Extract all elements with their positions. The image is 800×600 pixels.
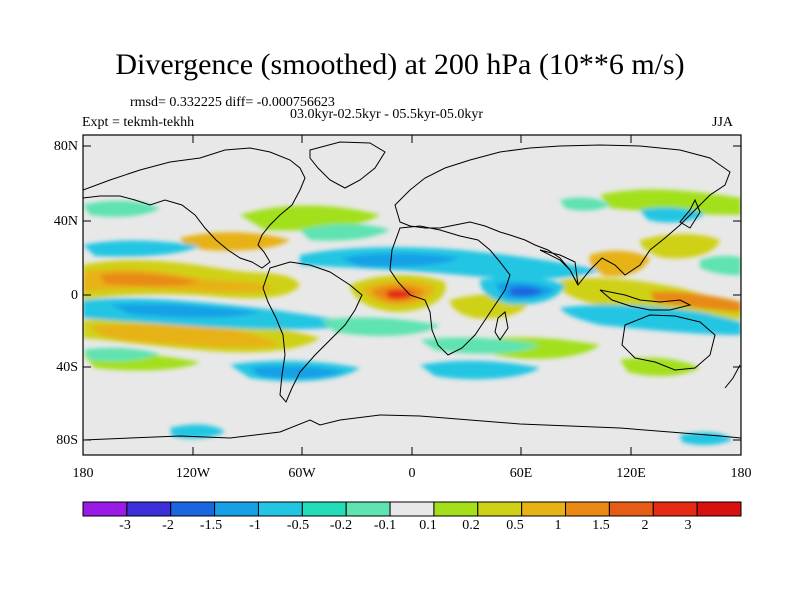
- divergence-field-patch: [560, 304, 741, 335]
- divergence-field-patch: [420, 360, 540, 380]
- lon-label-180e: 180: [730, 466, 752, 481]
- colorbar-label: -1.5: [199, 518, 223, 533]
- colorbar-label: 1: [554, 518, 562, 533]
- colorbar-label: 2: [641, 518, 649, 533]
- coastline-greenland: [309, 141, 386, 189]
- lon-label-60e: 60E: [509, 466, 533, 481]
- divergence-field-patch: [650, 291, 741, 312]
- colorbar-box: [696, 501, 742, 517]
- divergence-field-patch: [640, 234, 720, 259]
- colorbar-label: -1: [249, 518, 261, 533]
- colorbar-box: [389, 501, 435, 517]
- colorbar-label: 0.2: [462, 518, 480, 533]
- season-label: JJA: [712, 115, 734, 130]
- divergence-field-patch: [170, 424, 225, 439]
- coastline-north-america: [83, 147, 306, 269]
- divergence-field-patch: [83, 240, 200, 257]
- colorbar-label: 0.5: [506, 518, 524, 533]
- divergence-field-patch: [560, 277, 741, 320]
- divergence-field-patch: [420, 337, 540, 354]
- colorbar-box: [126, 501, 172, 517]
- divergence-field-patch: [510, 286, 543, 297]
- coastline-antarctica: [83, 414, 741, 441]
- coastline-south-america: [262, 261, 363, 403]
- colorbar-box: [345, 501, 391, 517]
- lon-label-120w: 120W: [175, 466, 211, 481]
- divergence-field-patch: [589, 250, 650, 277]
- colorbar-label: -0.1: [373, 518, 397, 533]
- colorbar-box: [521, 501, 567, 517]
- colorbar-label: -3: [119, 518, 131, 533]
- coastline-eurasia: [394, 144, 731, 286]
- divergence-field-patch: [83, 347, 160, 362]
- divergence-field-patch: [560, 197, 610, 211]
- period-label: 03.0kyr-02.5kyr - 05.5kyr-05.0kyr: [290, 107, 484, 122]
- lat-label-40s: 40S: [56, 360, 78, 375]
- plot-title: Divergence (smoothed) at 200 hPa (10**6 …: [115, 48, 685, 81]
- lat-label-80s: 80S: [56, 433, 78, 448]
- divergence-field-patch: [250, 365, 345, 379]
- lon-label-0: 0: [408, 466, 416, 481]
- divergence-field-patch: [300, 224, 390, 241]
- lon-label-120e: 120E: [616, 466, 646, 481]
- colorbar-box: [433, 501, 479, 517]
- colorbar-box: [477, 501, 523, 517]
- divergence-field-patch: [320, 317, 440, 336]
- coastline-madagascar: [494, 311, 509, 341]
- divergence-field-patch: [620, 357, 700, 377]
- colorbar-label: 0.1: [419, 518, 437, 533]
- colorbar-box: [170, 501, 216, 517]
- divergence-field-patch: [90, 324, 280, 348]
- lon-label-180w: 180: [72, 466, 94, 481]
- colorbar-box: [608, 501, 654, 517]
- lat-label-40n: 40N: [53, 214, 78, 229]
- colorbar-label: 1.5: [592, 518, 610, 533]
- lon-label-60w: 60W: [288, 466, 316, 481]
- coastline-japan: [679, 198, 701, 229]
- coastline-indonesia: [599, 289, 692, 311]
- colorbar-label: -0.5: [286, 518, 310, 533]
- coastline-australia: [621, 314, 716, 371]
- divergence-field-patch: [100, 272, 200, 286]
- colorbar-box: [652, 501, 698, 517]
- divergence-field-patch: [340, 253, 460, 267]
- coastline-africa: [389, 225, 511, 356]
- stats-label: rmsd= 0.332225 diff= -0.000756623: [130, 95, 335, 110]
- divergence-field-patch: [83, 200, 160, 217]
- divergence-field-patch: [700, 255, 741, 276]
- colorbar-box: [257, 501, 303, 517]
- lat-label-80n: 80N: [53, 139, 78, 154]
- experiment-label: Expt = tekmh-tekhh: [82, 115, 195, 130]
- divergence-field-patch: [180, 232, 290, 251]
- lat-label-eq: 0: [71, 288, 78, 303]
- coastline-new-zealand: [724, 364, 741, 389]
- colorbar: [82, 501, 742, 517]
- colorbar-label: -0.2: [329, 518, 353, 533]
- colorbar-box: [214, 501, 259, 517]
- divergence-field-patch: [110, 303, 260, 318]
- axis-ticks: [82, 135, 742, 455]
- colorbar-label: -2: [162, 518, 174, 533]
- colorbar-label: 3: [684, 518, 692, 533]
- colorbar-box: [565, 501, 610, 517]
- colorbar-box: [82, 501, 128, 517]
- divergence-field-patch: [600, 189, 741, 215]
- coastline-india: [539, 249, 579, 286]
- colorbar-box: [301, 501, 347, 517]
